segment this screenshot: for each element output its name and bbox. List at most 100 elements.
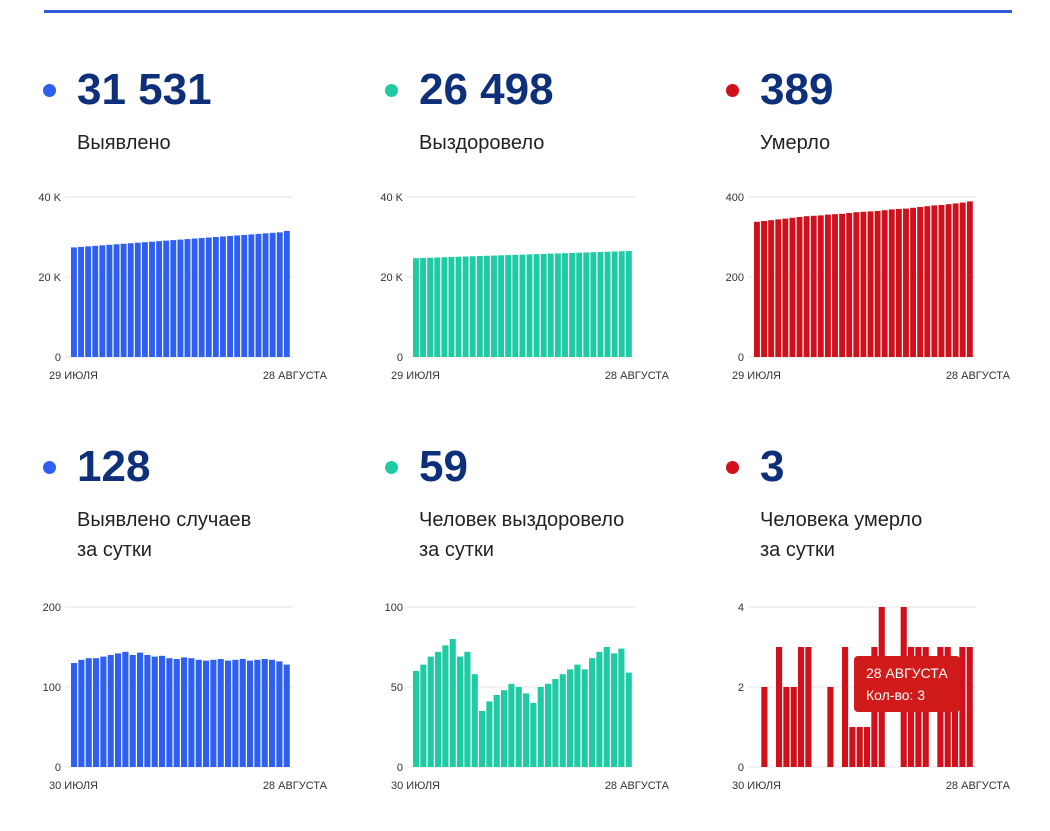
bar xyxy=(122,651,129,767)
bar xyxy=(519,254,526,357)
bar xyxy=(625,251,632,357)
chart-cumulative-detected[interactable]: 0 20 K 40 K 29 ИЮЛЯ 28 АВГУСТА xyxy=(23,187,343,387)
bar xyxy=(547,253,554,357)
bar xyxy=(269,232,276,357)
bar xyxy=(210,659,217,767)
chart-daily-detected[interactable]: 0 100 200 30 ИЮЛЯ 28 АВГУСТА xyxy=(23,597,343,797)
bar xyxy=(498,255,505,357)
bar xyxy=(576,252,583,357)
bar xyxy=(526,254,533,357)
bar xyxy=(596,651,603,767)
bar xyxy=(413,671,420,767)
panel-label: Выздоровело xyxy=(419,132,545,154)
bar xyxy=(512,254,519,357)
bar xyxy=(191,238,198,357)
bar xyxy=(276,661,283,767)
bar xyxy=(864,727,871,767)
bar xyxy=(420,257,426,357)
bar xyxy=(120,243,127,357)
y-tick-label: 200 xyxy=(726,272,744,284)
y-tick-label: 200 xyxy=(43,602,61,614)
bar xyxy=(839,213,846,357)
chart-daily-recovered[interactable]: 0 50 100 30 ИЮЛЯ 28 АВГУСТА xyxy=(365,597,685,797)
bar xyxy=(945,204,952,357)
bar xyxy=(203,660,210,767)
bar xyxy=(768,220,775,357)
bar xyxy=(254,659,261,767)
bar xyxy=(276,232,283,357)
bar xyxy=(129,655,136,767)
bar xyxy=(776,647,783,767)
bar xyxy=(181,657,188,767)
bar xyxy=(115,653,122,767)
bar xyxy=(99,245,106,357)
stat-panel-daily-deaths: 3 Человека умерло за сутки 0 2 4 30 ИЮЛЯ 28 … xyxy=(726,441,1050,831)
stat-panel-daily-recovered: 59 Человек выздоровело за сутки 0 50 100 30… xyxy=(385,441,725,831)
x-start-label: 29 ИЮЛЯ xyxy=(49,370,98,382)
bar xyxy=(442,645,449,767)
bar xyxy=(581,669,588,767)
bar xyxy=(618,251,625,357)
y-tick-label: 0 xyxy=(738,352,744,364)
x-start-label: 30 ИЮЛЯ xyxy=(732,780,781,792)
bar xyxy=(493,695,500,767)
total-deaths-value: 389 xyxy=(760,65,834,114)
bar xyxy=(78,659,85,767)
bar xyxy=(471,674,478,767)
bar xyxy=(805,647,812,767)
bar xyxy=(959,647,966,767)
y-tick-label: 50 xyxy=(391,682,403,694)
bar xyxy=(212,237,219,357)
bar xyxy=(198,238,205,357)
x-start-label: 29 ИЮЛЯ xyxy=(732,370,781,382)
bar xyxy=(523,693,530,767)
bar xyxy=(508,683,515,767)
bar xyxy=(464,651,471,767)
bar xyxy=(501,690,508,767)
bar xyxy=(966,201,973,357)
daily-recovered-value: 59 xyxy=(419,442,468,491)
chart-cumulative-recovered[interactable]: 0 20 K 40 K 29 ИЮЛЯ 28 АВГУСТА xyxy=(365,187,685,387)
bar xyxy=(931,205,938,357)
bar xyxy=(888,209,895,357)
daily-deaths-value: 3 xyxy=(760,442,785,491)
daily-detected-value: 128 xyxy=(77,442,151,491)
bar xyxy=(952,203,959,357)
bar xyxy=(604,251,611,357)
panel-sublabel: за сутки xyxy=(419,539,494,561)
bar xyxy=(589,658,596,767)
y-tick-label: 0 xyxy=(397,762,403,774)
bar xyxy=(262,233,269,357)
series-dot xyxy=(385,461,398,474)
bar xyxy=(177,239,184,357)
bar xyxy=(483,255,490,357)
x-start-label: 30 ИЮЛЯ xyxy=(49,780,98,792)
bar xyxy=(842,647,849,767)
bar xyxy=(220,236,226,357)
tooltip-date: 28 АВГУСТА xyxy=(866,665,948,681)
tooltip-count: Кол-во: 3 xyxy=(866,687,926,703)
bar xyxy=(849,727,856,767)
stat-panel-recovered: 26 498 Выздоровело 0 20 K 40 K 29 ИЮЛЯ 28 АВ… xyxy=(380,64,725,454)
y-tick-label: 40 K xyxy=(38,192,61,204)
bar xyxy=(100,656,107,767)
bar xyxy=(227,235,234,357)
bar xyxy=(239,659,246,767)
y-tick-label: 100 xyxy=(385,602,403,614)
bar xyxy=(782,218,789,357)
bar xyxy=(618,648,625,767)
bar xyxy=(166,658,173,767)
bar xyxy=(479,711,486,767)
bar xyxy=(824,214,831,357)
chart-tooltip: 28 АВГУСТА Кол-во: 3 xyxy=(854,656,960,712)
bar xyxy=(283,230,290,357)
stat-panel-detected: 31 531 Выявлено 0 20 K 40 K 29 ИЮЛЯ 28 АВГУС… xyxy=(38,64,383,454)
chart-cumulative-deaths[interactable]: 0 200 400 29 ИЮЛЯ 28 АВГУСТА xyxy=(706,187,1026,387)
bar xyxy=(491,255,497,357)
bar xyxy=(860,211,867,357)
bar xyxy=(832,214,838,357)
bar xyxy=(151,656,158,767)
bar xyxy=(141,242,148,357)
bar xyxy=(540,253,547,357)
bar xyxy=(827,687,834,767)
